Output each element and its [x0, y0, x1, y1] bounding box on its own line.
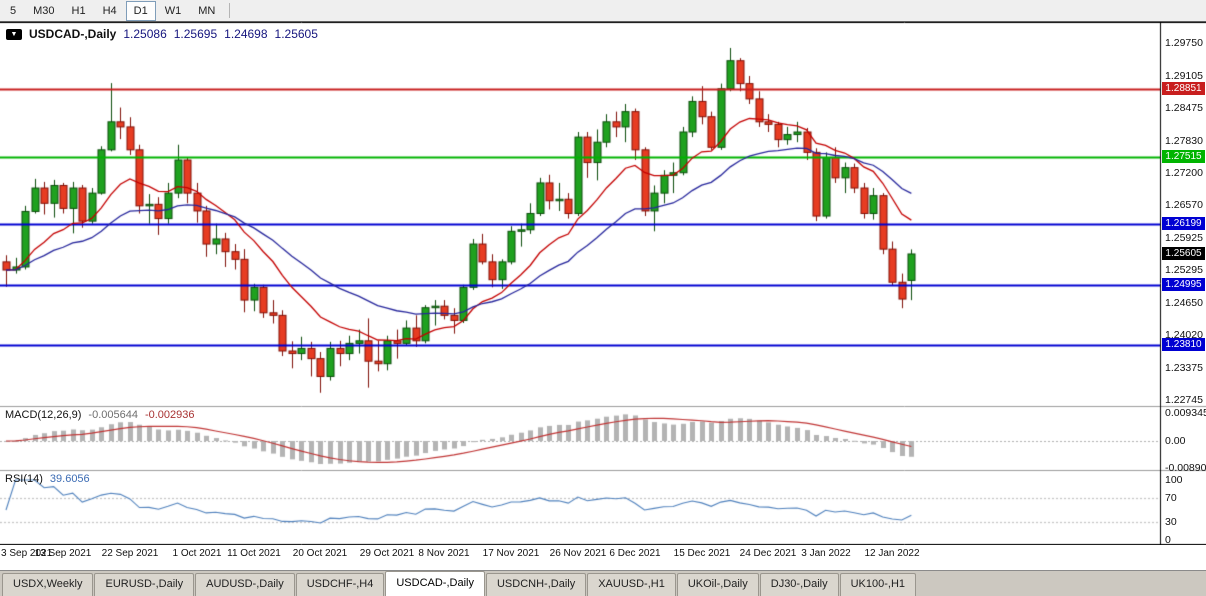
date-axis-label: 26 Nov 2021: [549, 548, 607, 559]
date-axis-label: 3 Sep 2021: [1, 548, 53, 559]
date-axis-label: 22 Sep 2021: [101, 548, 159, 559]
date-axis-label: 20 Oct 2021: [292, 548, 348, 559]
chart-tab-usdcnh-daily[interactable]: USDCNH-,Daily: [485, 573, 587, 596]
timeframe-toolbar: 5 M30 H1 H4 D1 W1 MN: [0, 0, 1206, 22]
timeframe-button-5[interactable]: 5: [10, 4, 17, 17]
timeframe-button-h4[interactable]: H4: [102, 4, 117, 17]
date-axis-label: 24 Dec 2021: [739, 548, 797, 559]
date-axis: 3 Sep 2021 13 Sep 2021 22 Sep 2021 1 Oct 20…: [0, 545, 1206, 570]
timeframe-button-h1[interactable]: H1: [71, 4, 86, 17]
chart-tab-eurusd-daily[interactable]: EURUSD-,Daily: [94, 573, 195, 596]
date-axis-label: 13 Sep 2021: [34, 548, 92, 559]
date-axis-label: 15 Dec 2021: [673, 548, 731, 559]
chart-tab-usdx-weekly[interactable]: USDX,Weekly: [2, 573, 94, 596]
date-axis-label: 11 Oct 2021: [227, 548, 281, 559]
timeframe-button-m30[interactable]: M30: [33, 4, 55, 17]
date-axis-label: 29 Oct 2021: [359, 548, 415, 559]
timeframe-button-mn[interactable]: MN: [198, 4, 216, 17]
toolbar-divider: [229, 3, 231, 18]
date-axis-label: 1 Oct 2021: [172, 548, 222, 559]
timeframe-button-w1[interactable]: W1: [164, 4, 182, 17]
chart-tab-usdcad-daily[interactable]: USDCAD-,Daily: [385, 571, 485, 596]
timeframe-button-d1[interactable]: D1: [125, 0, 156, 21]
chart-tab-ukoil-daily[interactable]: UKOil-,Daily: [676, 573, 759, 596]
chart-tab-audusd-daily[interactable]: AUDUSD-,Daily: [195, 573, 295, 596]
chart-region[interactable]: ▼ USDCAD-,Daily 1.25086 1.25695 1.24698 …: [0, 22, 1206, 546]
date-axis-label: 6 Dec 2021: [609, 548, 661, 559]
chart-tab-usdchf-h4[interactable]: USDCHF-,H4: [295, 573, 385, 596]
chart-tab-xauusd-h1[interactable]: XAUUSD-,H1: [587, 573, 676, 596]
date-axis-label: 8 Nov 2021: [418, 548, 470, 559]
chart-tab-dj30-daily[interactable]: DJ30-,Daily: [759, 573, 839, 596]
chart-tab-uk100-h1[interactable]: UK100-,H1: [839, 573, 917, 596]
date-axis-label: 3 Jan 2022: [801, 548, 851, 559]
date-axis-label: 12 Jan 2022: [864, 548, 920, 559]
date-axis-label: 17 Nov 2021: [482, 548, 540, 559]
price-chart-canvas[interactable]: [0, 22, 1206, 545]
chart-tab-bar: USDX,Weekly EURUSD-,Daily AUDUSD-,Daily USD…: [0, 570, 1206, 596]
